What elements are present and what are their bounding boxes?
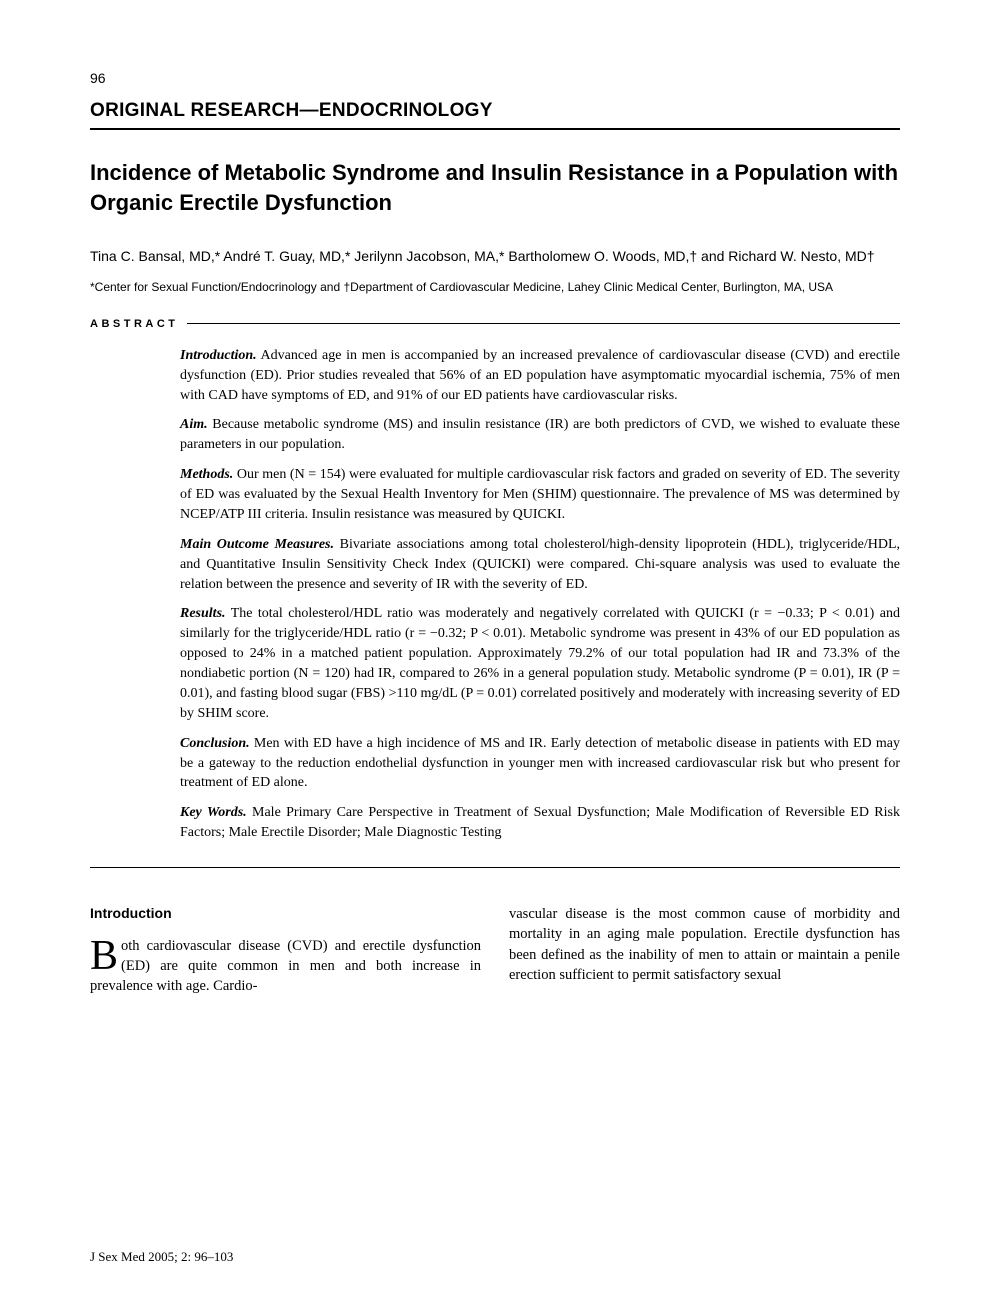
abstract-methods-text: Our men (N = 154) were evaluated for mul… xyxy=(180,467,900,522)
abstract-label: ABSTRACT xyxy=(90,318,187,330)
body-paragraph-right: vascular disease is the most common caus… xyxy=(509,904,900,985)
abstract-conclusion-head: Conclusion. xyxy=(180,736,250,751)
authors-line: Tina C. Bansal, MD,* André T. Guay, MD,*… xyxy=(90,247,900,267)
body-paragraph-left: Both cardiovascular disease (CVD) and er… xyxy=(90,936,481,997)
abstract-keywords-head: Key Words. xyxy=(180,805,247,820)
abstract-conclusion: Conclusion. Men with ED have a high inci… xyxy=(180,734,900,794)
abstract-methods: Methods. Our men (N = 154) were evaluate… xyxy=(180,465,900,525)
abstract-keywords-text: Male Primary Care Perspective in Treatme… xyxy=(180,805,900,840)
abstract-keywords: Key Words. Male Primary Care Perspective… xyxy=(180,803,900,843)
journal-page: 96 ORIGINAL RESEARCH—ENDOCRINOLOGY Incid… xyxy=(0,0,990,1305)
section-rule xyxy=(90,128,900,130)
section-label: ORIGINAL RESEARCH—ENDOCRINOLOGY xyxy=(90,100,900,122)
abstract-body: Introduction. Advanced age in men is acc… xyxy=(180,346,900,843)
abstract-results-head: Results. xyxy=(180,606,226,621)
dropcap: B xyxy=(90,936,121,975)
abstract-results-text: The total cholesterol/HDL ratio was mode… xyxy=(180,606,900,720)
abstract-results: Results. The total cholesterol/HDL ratio… xyxy=(180,604,900,723)
abstract-introduction: Introduction. Advanced age in men is acc… xyxy=(180,346,900,406)
body-col-left: Introduction Both cardiovascular disease… xyxy=(90,904,481,996)
introduction-heading: Introduction xyxy=(90,904,481,924)
affiliations: *Center for Sexual Function/Endocrinolog… xyxy=(90,279,900,296)
abstract-introduction-text: Advanced age in men is accompanied by an… xyxy=(180,348,900,403)
body-columns: Introduction Both cardiovascular disease… xyxy=(90,904,900,996)
journal-citation: J Sex Med 2005; 2: 96–103 xyxy=(90,1249,233,1265)
abstract-end-rule xyxy=(90,867,900,868)
abstract-outcome-head: Main Outcome Measures. xyxy=(180,537,334,552)
abstract-conclusion-text: Men with ED have a high incidence of MS … xyxy=(180,736,900,791)
body-col-right: vascular disease is the most common caus… xyxy=(509,904,900,996)
abstract-aim-text: Because metabolic syndrome (MS) and insu… xyxy=(180,417,900,452)
abstract-methods-head: Methods. xyxy=(180,467,233,482)
abstract-outcome: Main Outcome Measures. Bivariate associa… xyxy=(180,535,900,595)
abstract-header-rule xyxy=(187,323,901,324)
page-number: 96 xyxy=(90,70,900,86)
abstract-aim: Aim. Because metabolic syndrome (MS) and… xyxy=(180,415,900,455)
abstract-header: ABSTRACT xyxy=(90,318,900,330)
abstract-introduction-head: Introduction. xyxy=(180,348,257,363)
body-text-left: oth cardiovascular disease (CVD) and ere… xyxy=(90,938,481,995)
abstract-aim-head: Aim. xyxy=(180,417,208,432)
article-title: Incidence of Metabolic Syndrome and Insu… xyxy=(90,158,900,217)
